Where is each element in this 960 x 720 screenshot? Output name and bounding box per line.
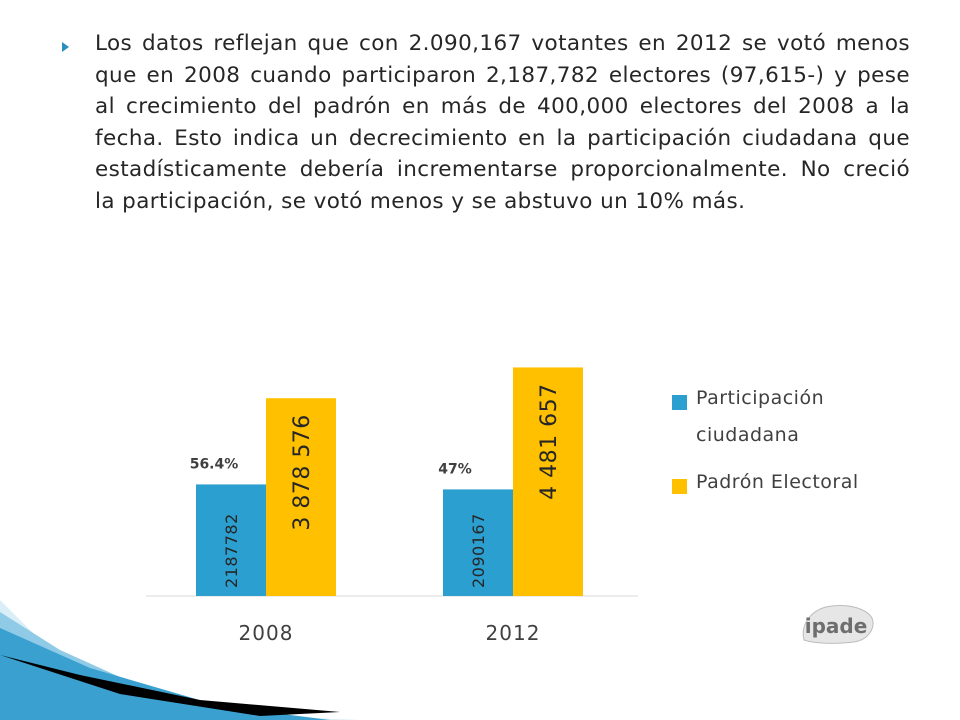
data-label-2008-padron: 3 878 576 [290,414,315,530]
bar-2012-participacion [443,489,513,596]
bar-2008-participacion [196,484,266,596]
legend-label-participacion: Participación ciudadana [696,387,825,446]
body-paragraph: Los datos reflejan que con 2.090,167 vot… [95,31,910,214]
chart-legend: Participación ciudadana Padrón Electoral [672,380,872,511]
bullet-arrow-icon [62,42,69,52]
logo-text: ipade [805,614,868,638]
legend-label-padron: Padrón Electoral [696,471,859,493]
legend-item-padron: Padrón Electoral [672,464,872,501]
legend-item-participacion: Participación ciudadana [672,380,872,454]
data-label-2012-participacion: 2090167 [469,513,488,588]
data-label-2012-padron: 4 481 657 [537,383,562,499]
bullet-point: Los datos reflejan que con 2.090,167 vot… [62,28,910,239]
ipade-logo: ipade [802,605,874,644]
bars-layer: 2187782 3 878 576 56.4% 2008 2090167 4 481 65… [146,367,638,645]
bar-2008-padron [266,398,336,596]
annotation-2008: 56.4% [190,456,239,472]
annotation-2012: 47% [438,461,472,477]
data-label-2008-participacion: 2187782 [222,513,241,588]
legend-swatch-participacion [672,395,687,410]
decorative-swoosh [0,600,360,720]
category-label-2012: 2012 [486,621,541,645]
legend-swatch-padron [672,479,687,494]
bar-2012-padron [513,367,583,596]
category-label-2008: 2008 [239,621,294,645]
